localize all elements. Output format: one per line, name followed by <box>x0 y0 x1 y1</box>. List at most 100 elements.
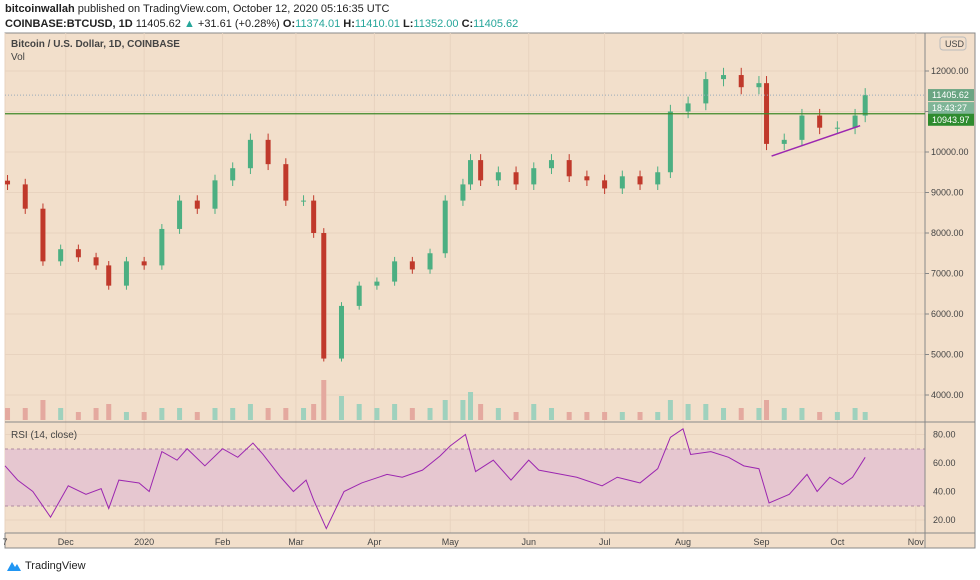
volume-bar <box>159 408 165 420</box>
up-arrow-icon: ▲ <box>183 18 195 30</box>
candle <box>5 180 11 185</box>
volume-bar <box>478 404 484 420</box>
candle <box>427 253 433 270</box>
volume-bar <box>265 408 271 420</box>
candle <box>566 160 572 177</box>
volume-bar <box>799 408 805 420</box>
volume-bar <box>764 400 770 420</box>
x-tick-label: Sep <box>753 537 769 547</box>
x-tick-label: Aug <box>675 537 691 547</box>
candle <box>460 184 466 201</box>
rsi-band <box>5 449 925 506</box>
volume-bar <box>531 404 537 420</box>
volume-bar <box>212 408 218 420</box>
volume-bar <box>338 396 344 420</box>
volume-bar <box>230 408 236 420</box>
volume-bar <box>637 412 643 420</box>
volume-bar <box>468 392 474 420</box>
change: +31.61 (+0.28%) <box>197 18 280 30</box>
y-tick-label: 4000.00 <box>931 390 964 400</box>
candle <box>602 180 608 189</box>
volume-bar <box>513 412 519 420</box>
x-tick-label: Jun <box>521 537 536 547</box>
candle <box>834 127 840 129</box>
volume-bar <box>655 412 661 420</box>
volume-bar <box>584 412 590 420</box>
volume-label: Vol <box>11 52 25 63</box>
candle <box>212 180 218 209</box>
candle <box>123 261 129 286</box>
x-tick-label: Dec <box>58 537 75 547</box>
candle <box>283 164 289 201</box>
volume-bar <box>817 412 823 420</box>
low-value: 11352.00 <box>413 18 459 30</box>
volume-bar <box>619 412 625 420</box>
candle <box>265 139 271 165</box>
y-tick-label: 9000.00 <box>931 188 964 198</box>
candle <box>478 160 484 181</box>
level-price-tag-bg <box>928 113 974 126</box>
candle <box>177 200 183 229</box>
volume-bar <box>409 408 415 420</box>
rsi-tick-label: 40.00 <box>933 487 956 497</box>
volume-bar <box>442 400 448 420</box>
volume-bar <box>703 404 709 420</box>
y-tick-label: 5000.00 <box>931 350 964 360</box>
volume-bar <box>321 380 327 420</box>
high-value: 11410.01 <box>354 18 400 30</box>
tradingview-icon <box>7 562 21 571</box>
rsi-tick-label: 20.00 <box>933 515 956 525</box>
volume-bar <box>685 404 691 420</box>
volume-bar <box>548 408 554 420</box>
last-price-tag-bg <box>928 89 974 102</box>
volume-bar <box>194 412 200 420</box>
x-tick-label: Apr <box>367 537 381 547</box>
trendline <box>771 124 861 157</box>
brand-name: TradingView <box>25 560 86 572</box>
close-label: C: <box>461 18 474 30</box>
volume-bar <box>356 404 362 420</box>
candle <box>862 95 868 116</box>
publisher: bitcoinwallah <box>5 3 75 15</box>
candle <box>311 200 317 233</box>
rsi-line <box>4 428 866 530</box>
candle <box>495 172 501 181</box>
volume-bar <box>667 400 673 420</box>
candle <box>619 176 625 189</box>
candle <box>655 172 661 185</box>
candle <box>409 261 415 270</box>
y-tick-label: 10000.00 <box>931 147 969 157</box>
candle <box>374 281 380 286</box>
candle <box>703 79 709 104</box>
volume-bar <box>834 412 840 420</box>
x-tick-label: Mar <box>288 537 304 547</box>
x-tick-label: 7 <box>2 537 7 547</box>
high-label: H: <box>343 18 355 30</box>
candle <box>75 249 81 258</box>
y-tick-label: 12000.00 <box>931 66 969 76</box>
volume-bar <box>22 408 28 420</box>
currency-label: USD <box>945 39 965 49</box>
tradingview-logo[interactable]: TradingView <box>6 560 86 572</box>
volume-bar <box>40 400 46 420</box>
volume-bar <box>93 408 99 420</box>
countdown-tag: 18:43:27 <box>932 103 967 113</box>
close-value: 11405.62 <box>473 18 519 30</box>
price-chart[interactable]: 11405.62 18:43:27 10943.97 4000.00 5000.00 6… <box>0 0 980 560</box>
x-tick-label: Feb <box>215 537 231 547</box>
volume-bar <box>738 408 744 420</box>
candle <box>159 228 165 266</box>
currency-button[interactable] <box>939 36 967 51</box>
volume-bar <box>58 408 64 420</box>
candle <box>58 249 64 262</box>
volume-bar <box>781 408 787 420</box>
volume-bar <box>5 408 11 420</box>
volume-bar <box>374 408 380 420</box>
candle <box>301 200 307 202</box>
volume-bar <box>460 400 466 420</box>
open-label: O: <box>282 18 296 30</box>
y-tick-label: 8000.00 <box>931 228 964 238</box>
chart-title: Bitcoin / U.S. Dollar, 1D, COINBASE <box>11 39 180 50</box>
candle <box>667 111 673 173</box>
candle <box>781 139 787 144</box>
